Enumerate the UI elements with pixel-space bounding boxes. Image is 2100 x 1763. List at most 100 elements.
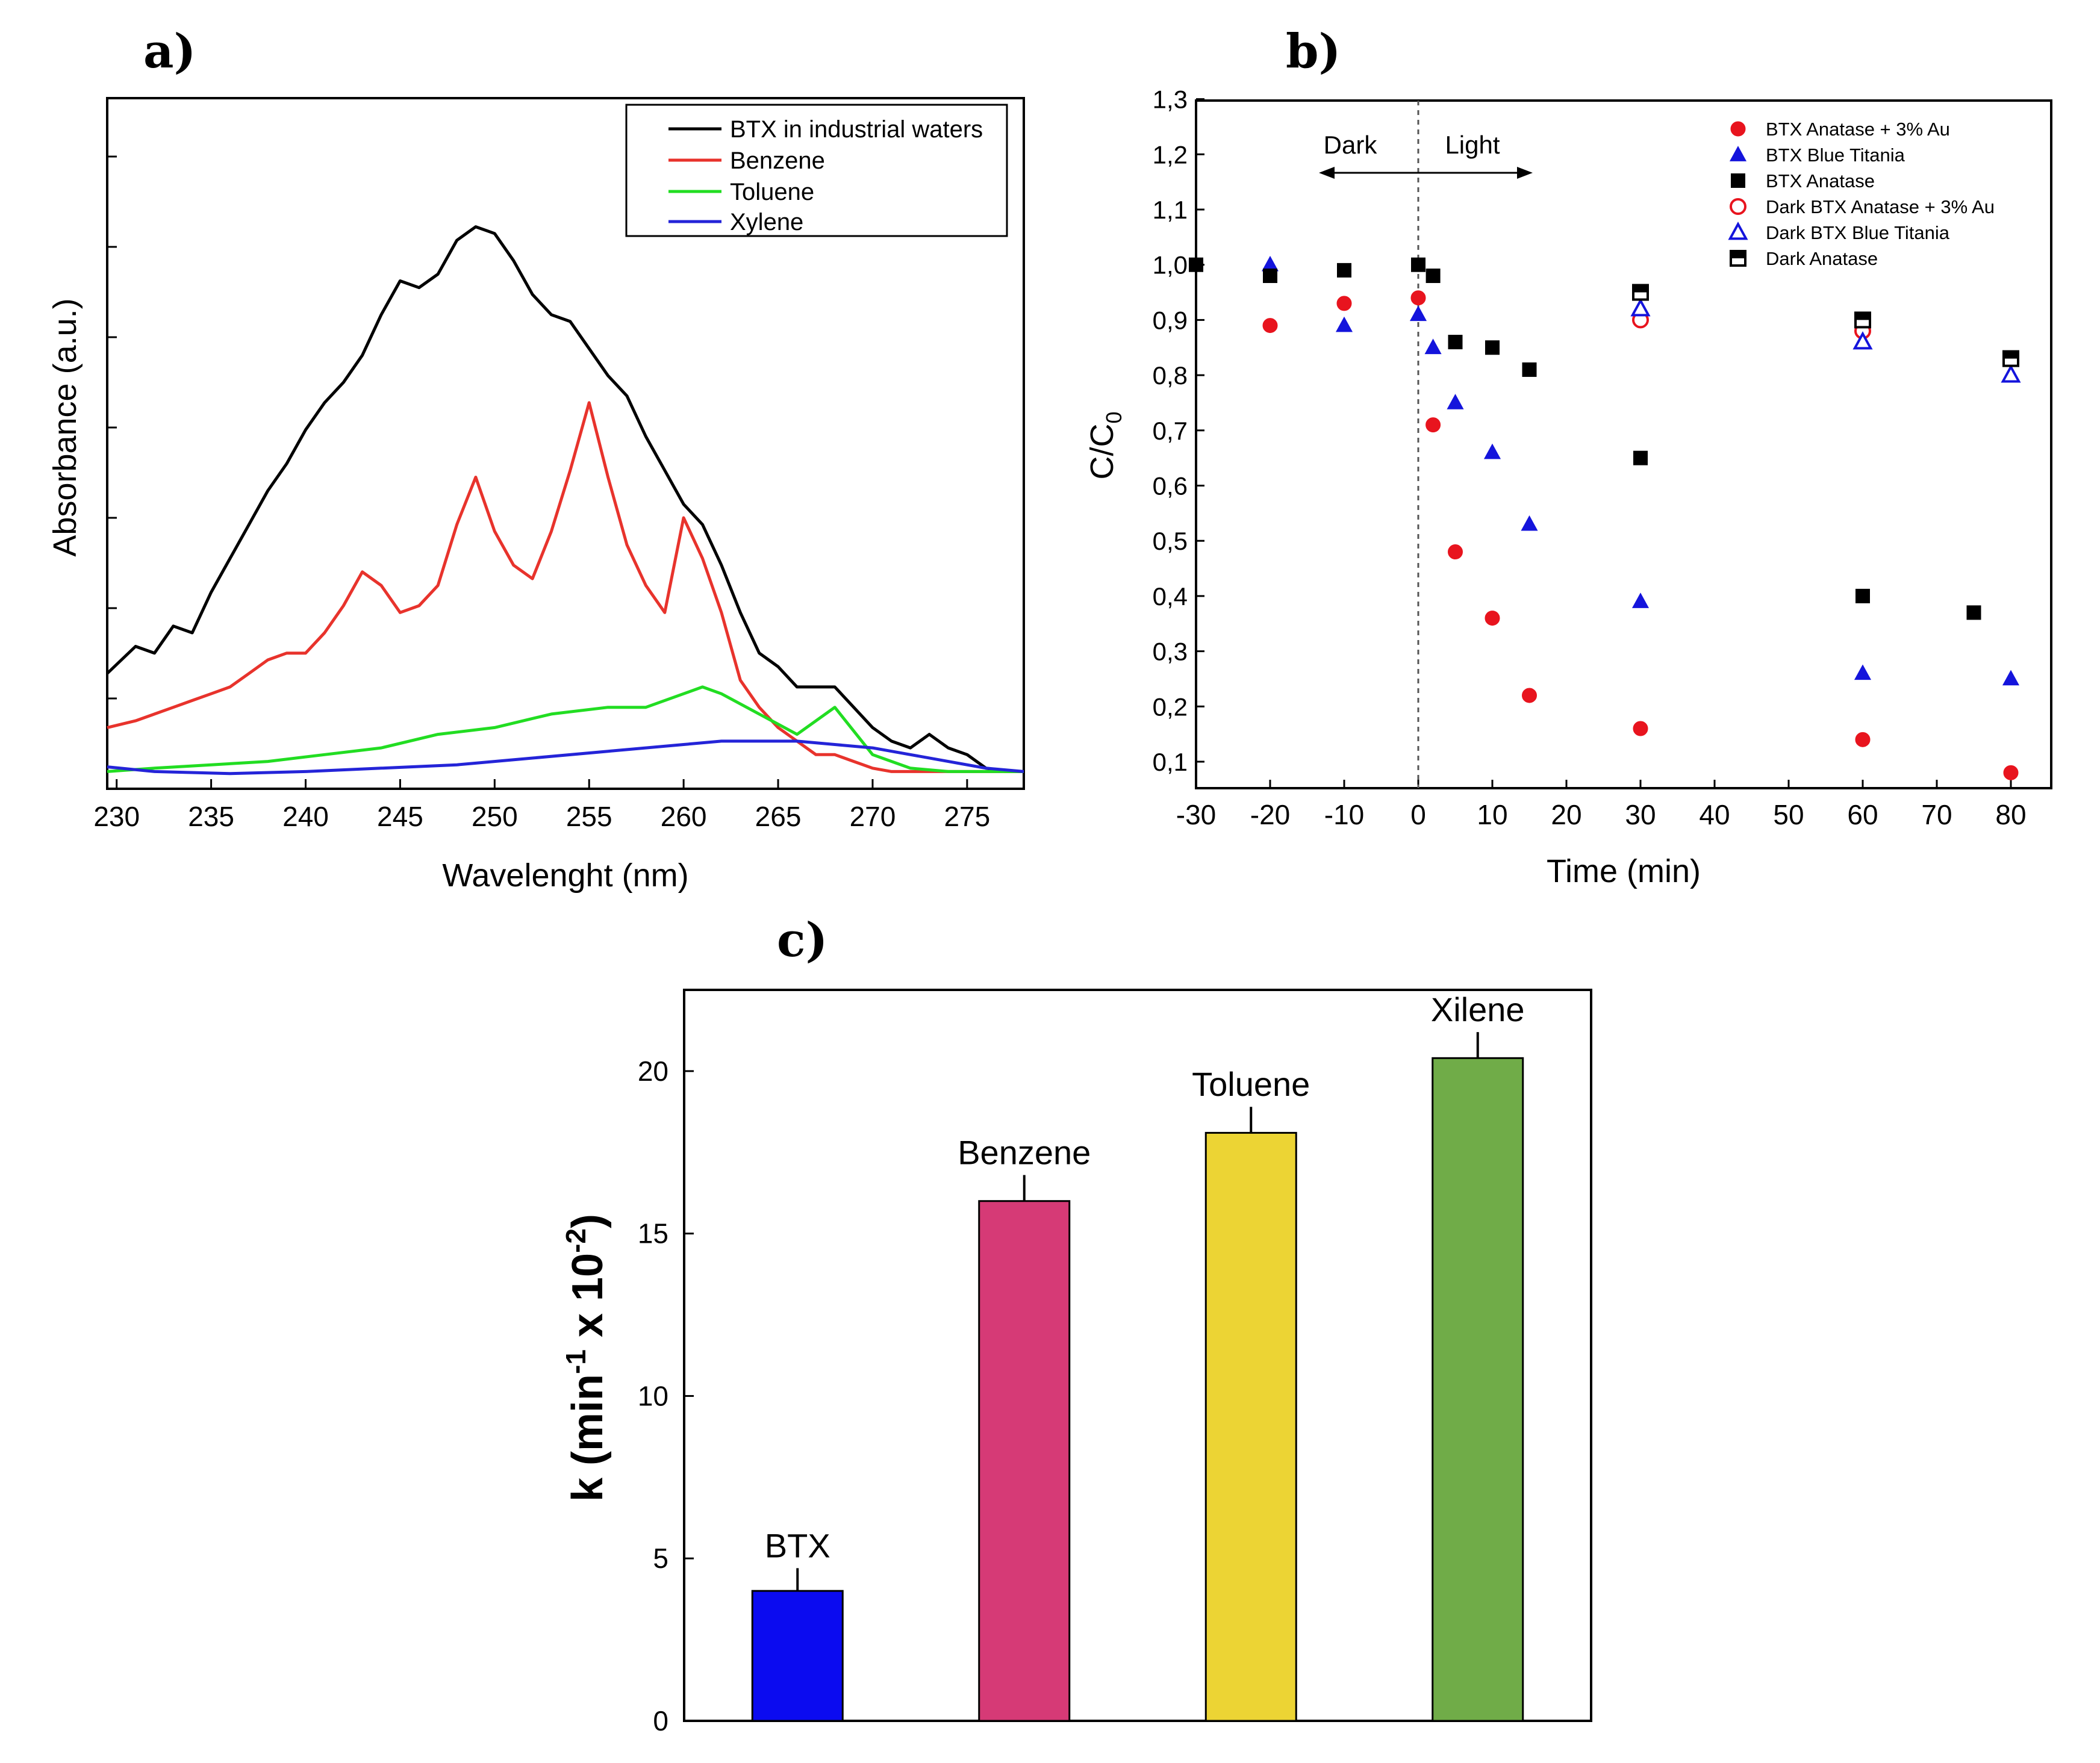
chart-c-ylabel: k (min-1 x 10-2): [560, 1214, 612, 1502]
bar-toluene: [1204, 1131, 1297, 1722]
chart-b-light-annotation: Light: [1445, 131, 1500, 159]
chart-b-points: [1189, 255, 2021, 780]
chart-b-xtick-label-10: 10: [1477, 799, 1507, 830]
legend-b-swatch-btx-anatase: [1731, 173, 1745, 188]
line-benzene: [107, 401, 1024, 773]
chart-b-ticks: -30 -20 -10 0 10 20 30 40 50 60 70 80 0,1 0,2 0,3 0,4 0,…: [1153, 86, 2027, 830]
chart-c-ylabel-sup1: -1: [560, 1349, 591, 1374]
point-btx-anatase-0: [1411, 257, 1425, 272]
point-btx-anatase-15: [1522, 362, 1537, 377]
chart-b-xtick-label-30: 30: [1625, 799, 1656, 830]
chart-b-ytick-label-0,3: 0,3: [1153, 638, 1188, 666]
chart-c-ylabel-sup2: -2: [560, 1228, 591, 1253]
bar-xilene: [1432, 1057, 1524, 1722]
chart-c-frame: [683, 989, 1592, 1722]
chart-a-legend: BTX in industrial waters Benzene Toluene…: [625, 104, 1008, 237]
chart-a-xtick-label-245: 245: [377, 801, 423, 832]
line-toluene: [107, 685, 1024, 773]
chart-a-xlabel: Wavelenght (nm): [442, 857, 688, 894]
chart-b-ytick-label-0,2: 0,2: [1153, 692, 1188, 721]
chart-a-ylabel: Absorbance (a.u.): [47, 298, 83, 556]
chart-b-xtick-label--20: -20: [1250, 799, 1290, 830]
point-btx-anatase-10: [1485, 340, 1500, 355]
chart-a-xtick-label-255: 255: [566, 801, 612, 832]
point-btx-anatase-3-au-60: [1855, 732, 1871, 747]
point-btx-anatase--10: [1337, 263, 1351, 278]
point-btx-anatase-75: [1966, 605, 1981, 620]
chart-c-ylabel-prefix: k (min: [564, 1374, 612, 1502]
point-btx-anatase-30: [1633, 450, 1648, 465]
chart-b-xtick-label-50: 50: [1773, 799, 1804, 830]
point-btx-anatase-3-au-2: [1425, 417, 1441, 433]
point-dark-btx-blue-titania-30: [1630, 298, 1651, 317]
chart-b-ytick-label-0,9: 0,9: [1153, 306, 1188, 334]
legend-a-label-btx: BTX in industrial waters: [730, 116, 983, 143]
point-btx-anatase-3-au-15: [1522, 688, 1537, 703]
legend-a-label-xylene: Xylene: [730, 209, 803, 235]
point-btx-blue-titania-10: [1483, 443, 1501, 459]
point-btx-anatase-3-au--20: [1262, 318, 1278, 334]
point-btx-anatase-3-au-80: [2003, 765, 2019, 780]
chart-b-ylabel-sub: 0: [1101, 411, 1126, 423]
chart-b-ytick-label-1,2: 1,2: [1153, 140, 1188, 169]
chart-a-xtick-label-270: 270: [850, 801, 896, 832]
chart-b-xtick-label--10: -10: [1324, 799, 1364, 830]
chart-b-xtick-label-60: 60: [1847, 799, 1878, 830]
chart-a-ticks: 230 235 240 245 250 255 260 265 270 275: [93, 155, 990, 832]
point-dark-btx-blue-titania-60: [1852, 331, 1873, 350]
chart-a-lines: [106, 225, 1024, 776]
chart-a-xtick-label-260: 260: [661, 801, 707, 832]
bar-label-benzene: Benzene: [958, 1134, 1091, 1172]
chart-a-xtick-label-250: 250: [472, 801, 518, 832]
point-btx-anatase-3-au-5: [1448, 544, 1463, 560]
chart-b-light-arrowhead: [1517, 167, 1533, 179]
chart-b-ytick-label-0,1: 0,1: [1153, 748, 1188, 776]
chart-b-xtick-label-70: 70: [1921, 799, 1952, 830]
legend-b-label-dark-btx-anatase-3-au: Dark BTX Anatase + 3% Au: [1766, 196, 1995, 217]
chart-a-xtick-label-230: 230: [93, 801, 140, 832]
point-btx-blue-titania-80: [2002, 670, 2020, 686]
point-btx-anatase-3-au--10: [1336, 296, 1352, 311]
chart-c-ticks: 0 5 10 15 20: [638, 1056, 694, 1737]
chart-b-legend: BTX Anatase + 3% Au BTX Blue Titania BTX A…: [1728, 119, 1995, 269]
point-btx-anatase--20: [1263, 269, 1277, 284]
chart-b-xtick-label-0: 0: [1410, 799, 1426, 830]
point-dark-btx-blue-titania-80: [2001, 364, 2021, 383]
chart-b-xtick-label-20: 20: [1551, 799, 1581, 830]
chart-b-ylabel-main: C/C: [1084, 424, 1120, 480]
chart-b-dark-arrowhead: [1319, 167, 1335, 179]
point-btx-blue-titania-0: [1409, 305, 1427, 322]
chart-b-ytick-label-1,3: 1,3: [1153, 86, 1188, 114]
point-dark-anatase-60: [1854, 311, 1871, 329]
chart-c-ytick-label-20: 20: [638, 1056, 668, 1087]
legend-b-swatch-dark-btx-anatase-3-au: [1730, 198, 1746, 215]
chart-b-ytick-label-0,7: 0,7: [1153, 417, 1188, 445]
bar-label-toluene: Toluene: [1192, 1065, 1310, 1103]
chart-a-xtick-label-265: 265: [755, 801, 802, 832]
point-btx-anatase-3-au-0: [1410, 290, 1426, 306]
chart-b-xlabel: Time (min): [1547, 853, 1701, 889]
chart-c-bars: BTX Benzene Toluene Xilene: [751, 990, 1525, 1722]
bar-btx: [751, 1590, 844, 1722]
legend-b-label-dark-btx-blue-titania: Dark BTX Blue Titania: [1766, 222, 1950, 243]
chart-b-ytick-label-0,8: 0,8: [1153, 361, 1188, 390]
chart-c-ylabel-suffix: ): [564, 1214, 612, 1228]
chart-b: -30 -20 -10 0 10 20 30 40 50 60 70 80 0,1 0,2 0,3 0,4 0,…: [1084, 86, 2052, 889]
chart-c-ytick-label-15: 15: [638, 1218, 668, 1249]
point-btx-blue-titania--10: [1335, 316, 1353, 332]
svg-text:C/C0: C/C0: [1084, 411, 1126, 479]
legend-b-swatch-btx-anatase-3-au: [1730, 121, 1746, 137]
point-btx-blue-titania-15: [1521, 515, 1538, 531]
line-xylene: [107, 739, 1024, 776]
bar-label-btx: BTX: [765, 1526, 830, 1564]
point-btx-blue-titania-2: [1424, 338, 1442, 355]
chart-b-dark-light-arrows: [1319, 167, 1533, 179]
legend-b-swatch-btx-blue-titania: [1729, 146, 1747, 161]
point-btx-anatase-2: [1425, 269, 1441, 284]
svg-text:k (min-1 x 10-2): k (min-1 x 10-2): [560, 1214, 612, 1502]
legend-b-swatch-dark-anatase: [1730, 250, 1746, 267]
chart-c-ytick-label-10: 10: [638, 1380, 668, 1411]
chart-b-xtick-label-40: 40: [1699, 799, 1730, 830]
chart-c-ytick-label-0: 0: [653, 1705, 668, 1737]
